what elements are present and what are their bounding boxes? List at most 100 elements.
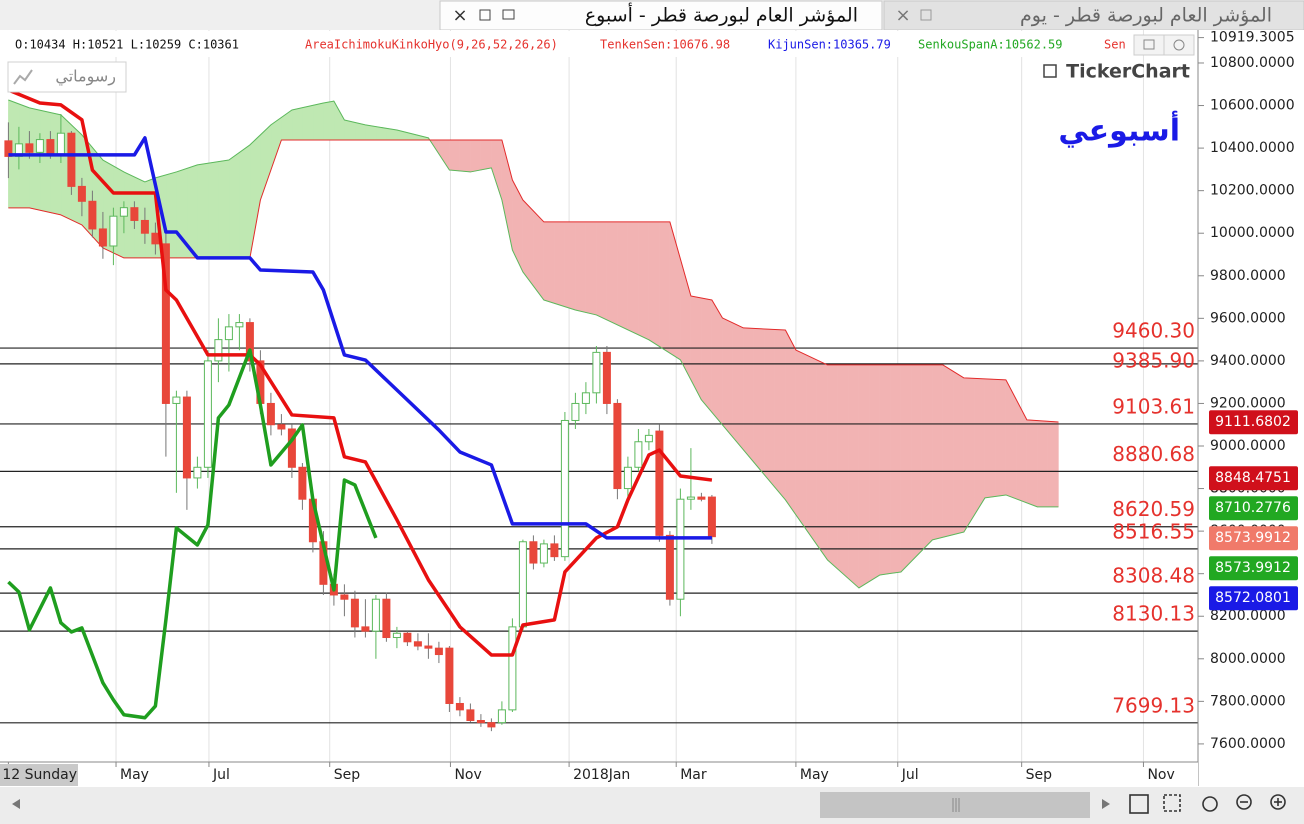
candle-body (235, 322, 244, 328)
candle-body (434, 647, 443, 656)
cloud (344, 119, 356, 141)
y-axis-area (1198, 30, 1304, 786)
cloud (879, 364, 891, 576)
x-axis-area (0, 762, 1198, 786)
tab-title: المؤشر العام لبورصة قطر - أسبوع (585, 3, 858, 27)
candle-body (655, 430, 664, 536)
indicator-info: AreaIchimokuKinkoHyo(9,26,52,26,26) (305, 38, 558, 52)
cloud (963, 377, 975, 534)
cloud (984, 378, 996, 499)
cloud (827, 364, 839, 570)
zoom-in-icon[interactable] (1270, 794, 1286, 810)
candle-body (277, 424, 286, 430)
cloud (291, 107, 303, 141)
level-label: 9103.61 (1112, 394, 1195, 418)
cloud (753, 328, 765, 476)
reset-zoom-icon[interactable] (1202, 796, 1218, 812)
candle-body (350, 598, 359, 628)
cloud (480, 139, 492, 171)
logo: TickerChart (1066, 61, 1190, 83)
zoom-out-icon[interactable] (1236, 794, 1252, 810)
cloud (575, 221, 587, 313)
candle-body (361, 626, 370, 632)
level-label: 7699.13 (1112, 693, 1195, 717)
cloud (816, 359, 828, 561)
x-tick-label: 12 Sunday (2, 767, 77, 783)
candle-body (602, 351, 611, 404)
level-label: 8880.68 (1112, 442, 1195, 466)
settings-icon (1173, 39, 1185, 51)
detach-icon[interactable] (502, 9, 515, 20)
x-tick-label: Sep (1026, 767, 1053, 783)
scrollbar (0, 787, 1304, 824)
cloud (795, 349, 807, 531)
cloud (974, 378, 986, 517)
x-tick-label: Mar (680, 767, 707, 783)
x-tick-label: Nov (1147, 767, 1174, 783)
cloud (449, 139, 461, 172)
scroll-left[interactable] (12, 799, 20, 809)
y-tick-label: 8200.0000 (1210, 608, 1286, 624)
scroll-thumb[interactable] (820, 792, 1090, 818)
cloud (921, 364, 933, 552)
cloud (1047, 420, 1059, 508)
cloud (774, 329, 786, 501)
price-badge-label: 8848.4751 (1215, 470, 1291, 486)
cloud (638, 221, 650, 341)
candle-body (571, 402, 580, 421)
cloud (470, 139, 482, 173)
cloud (911, 364, 923, 563)
candle-body (245, 322, 254, 362)
candle-body (529, 541, 538, 564)
senkou-a-line (8, 99, 1059, 589)
plot-area (0, 30, 1198, 762)
close-icon[interactable]: × (452, 5, 467, 26)
cloud (711, 298, 723, 426)
cloud (564, 221, 576, 311)
candle-body (518, 541, 527, 628)
info-bar (0, 31, 1132, 57)
drawings-button[interactable] (7, 61, 127, 93)
cloud (39, 109, 51, 213)
close-icon[interactable]: × (895, 5, 910, 26)
logo-icon (1043, 64, 1057, 78)
level-label: 8516.55 (1112, 519, 1195, 543)
zoom-area-icon[interactable] (1163, 794, 1181, 812)
cloud (144, 177, 156, 259)
candle-body (298, 466, 307, 500)
price-badge (1209, 466, 1298, 491)
scroll-right[interactable] (1102, 799, 1110, 809)
candle-body (266, 402, 275, 426)
cursor-date-box (0, 764, 78, 786)
cloud (459, 139, 471, 173)
panel-button[interactable] (1133, 34, 1165, 56)
senkou-b-line (8, 139, 1059, 423)
scroll-grip (952, 798, 960, 812)
cloud (239, 144, 251, 259)
candle-body (560, 419, 569, 558)
settings-button[interactable] (1163, 34, 1195, 56)
fit-icon[interactable] (1129, 794, 1149, 814)
cloud (890, 364, 902, 574)
candle-body (35, 139, 44, 153)
candle-body (88, 200, 97, 230)
candle-body (119, 207, 128, 217)
maximize-icon[interactable] (479, 9, 491, 21)
watermark: أسبوعي (1058, 111, 1180, 149)
cloud (606, 221, 618, 326)
cloud (554, 221, 566, 308)
y-tick-label: 7600.0000 (1210, 736, 1286, 752)
cloud (764, 328, 776, 489)
level-label: 8308.48 (1112, 564, 1195, 588)
cloud (627, 221, 639, 336)
cloud (1037, 420, 1049, 508)
candle-body (550, 543, 559, 558)
candle-body (581, 392, 590, 404)
maximize-icon[interactable] (920, 9, 932, 21)
cloud (218, 159, 230, 259)
candle-body (25, 143, 34, 153)
cloud (953, 370, 965, 535)
x-tick-label: May (120, 767, 149, 783)
cloud (806, 354, 818, 546)
candle-body (592, 351, 601, 394)
